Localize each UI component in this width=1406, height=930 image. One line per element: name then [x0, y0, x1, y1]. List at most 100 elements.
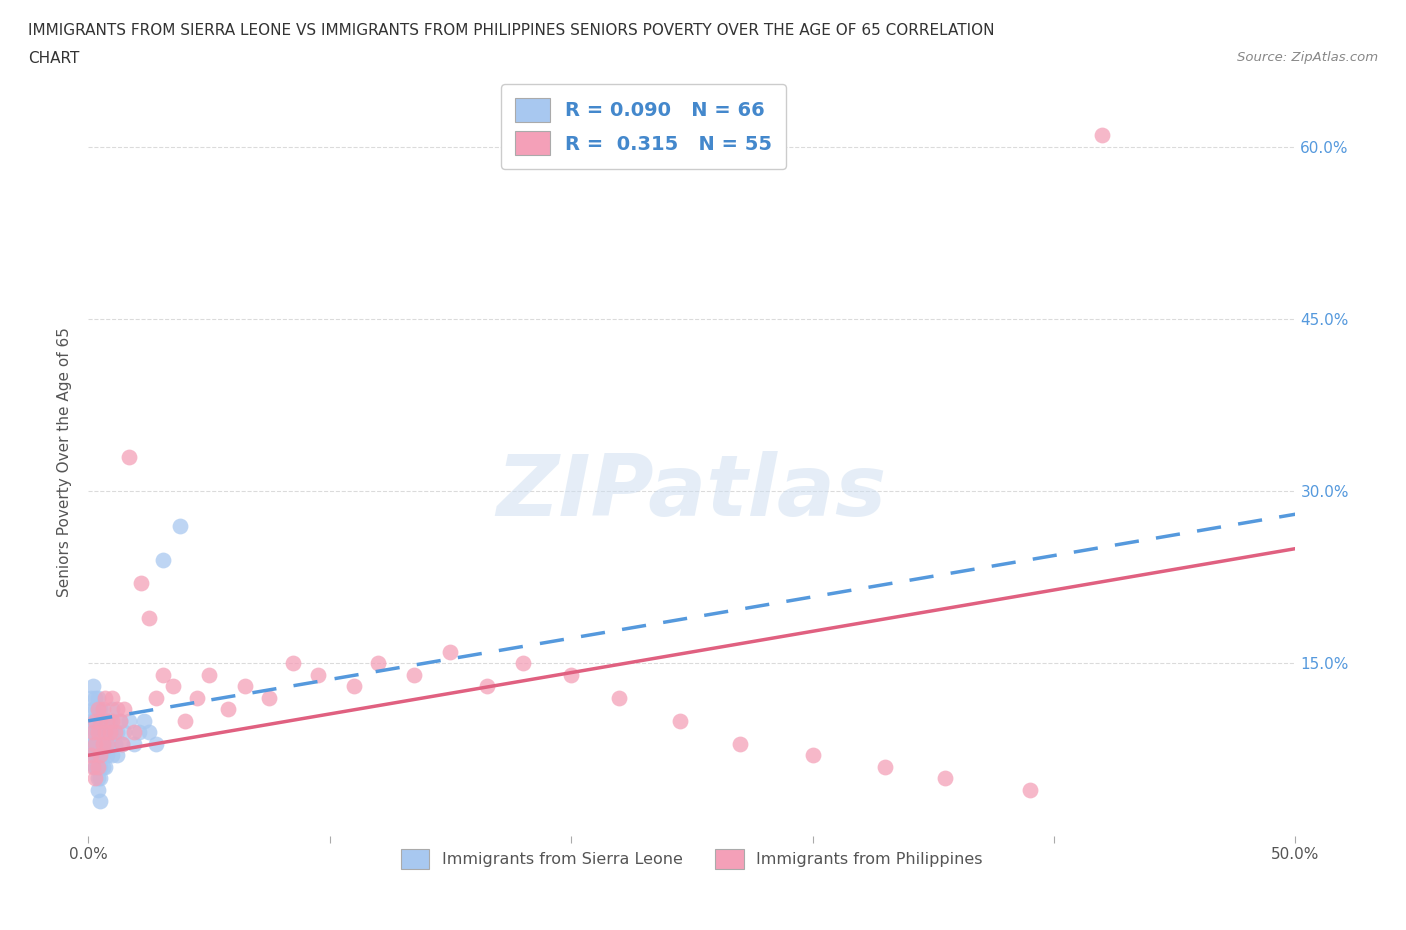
- Point: [108, 713, 131, 728]
- Point: [89, 737, 111, 751]
- Point: [122, 737, 145, 751]
- Y-axis label: Seniors Poverty Over the Age of 65: Seniors Poverty Over the Age of 65: [58, 327, 72, 597]
- Point: [84, 737, 107, 751]
- Point: [91, 748, 114, 763]
- Point: [84, 737, 107, 751]
- Point: [89, 748, 111, 763]
- Point: [84, 713, 107, 728]
- Point: [112, 702, 135, 717]
- Point: [91, 702, 114, 717]
- Point: [87, 748, 110, 763]
- Point: [169, 518, 191, 533]
- Point: [84, 713, 107, 728]
- Point: [173, 713, 195, 728]
- Point: [128, 724, 150, 739]
- Point: [82, 679, 104, 694]
- Point: [198, 668, 221, 683]
- Point: [96, 713, 118, 728]
- Point: [94, 713, 117, 728]
- Point: [101, 690, 124, 705]
- Point: [87, 702, 110, 717]
- Point: [934, 771, 956, 786]
- Point: [94, 690, 117, 705]
- Point: [89, 724, 111, 739]
- Point: [84, 724, 107, 739]
- Point: [84, 759, 107, 774]
- Point: [1091, 128, 1114, 143]
- Point: [89, 771, 111, 786]
- Point: [94, 724, 117, 739]
- Point: [217, 702, 239, 717]
- Point: [79, 748, 101, 763]
- Point: [118, 713, 141, 728]
- Point: [79, 690, 101, 705]
- Point: [367, 656, 389, 671]
- Text: Source: ZipAtlas.com: Source: ZipAtlas.com: [1237, 51, 1378, 64]
- Point: [145, 690, 167, 705]
- Point: [105, 724, 128, 739]
- Point: [132, 713, 155, 728]
- Point: [108, 713, 131, 728]
- Point: [112, 724, 135, 739]
- Point: [91, 737, 114, 751]
- Point: [87, 759, 110, 774]
- Point: [233, 679, 256, 694]
- Point: [87, 737, 110, 751]
- Point: [111, 737, 134, 751]
- Point: [138, 610, 160, 625]
- Point: [138, 724, 160, 739]
- Point: [152, 552, 174, 567]
- Point: [87, 771, 110, 786]
- Point: [105, 702, 128, 717]
- Point: [98, 737, 121, 751]
- Point: [89, 748, 111, 763]
- Point: [87, 713, 110, 728]
- Point: [105, 748, 128, 763]
- Point: [801, 748, 824, 763]
- Point: [82, 724, 104, 739]
- Legend: Immigrants from Sierra Leone, Immigrants from Philippines: Immigrants from Sierra Leone, Immigrants…: [389, 838, 994, 880]
- Point: [96, 748, 118, 763]
- Point: [84, 737, 107, 751]
- Point: [104, 724, 127, 739]
- Point: [84, 690, 107, 705]
- Point: [87, 690, 110, 705]
- Point: [1018, 782, 1040, 797]
- Point: [129, 576, 152, 591]
- Point: [87, 724, 110, 739]
- Text: ZIPatlas: ZIPatlas: [496, 451, 887, 534]
- Point: [87, 759, 110, 774]
- Point: [84, 702, 107, 717]
- Point: [101, 724, 124, 739]
- Point: [87, 782, 110, 797]
- Point: [82, 702, 104, 717]
- Point: [94, 759, 117, 774]
- Point: [186, 690, 208, 705]
- Point: [82, 759, 104, 774]
- Text: IMMIGRANTS FROM SIERRA LEONE VS IMMIGRANTS FROM PHILIPPINES SENIORS POVERTY OVER: IMMIGRANTS FROM SIERRA LEONE VS IMMIGRAN…: [28, 23, 994, 38]
- Point: [91, 713, 114, 728]
- Point: [283, 656, 305, 671]
- Point: [475, 679, 498, 694]
- Point: [94, 737, 117, 751]
- Point: [84, 748, 107, 763]
- Point: [439, 644, 461, 659]
- Point: [91, 759, 114, 774]
- Point: [89, 702, 111, 717]
- Point: [91, 737, 114, 751]
- Point: [79, 737, 101, 751]
- Point: [82, 724, 104, 739]
- Point: [162, 679, 184, 694]
- Point: [89, 759, 111, 774]
- Point: [104, 737, 127, 751]
- Point: [101, 713, 124, 728]
- Point: [118, 449, 141, 464]
- Point: [145, 737, 167, 751]
- Point: [101, 748, 124, 763]
- Point: [84, 759, 107, 774]
- Point: [82, 713, 104, 728]
- Point: [87, 724, 110, 739]
- Point: [111, 737, 134, 751]
- Point: [84, 713, 107, 728]
- Point: [91, 724, 114, 739]
